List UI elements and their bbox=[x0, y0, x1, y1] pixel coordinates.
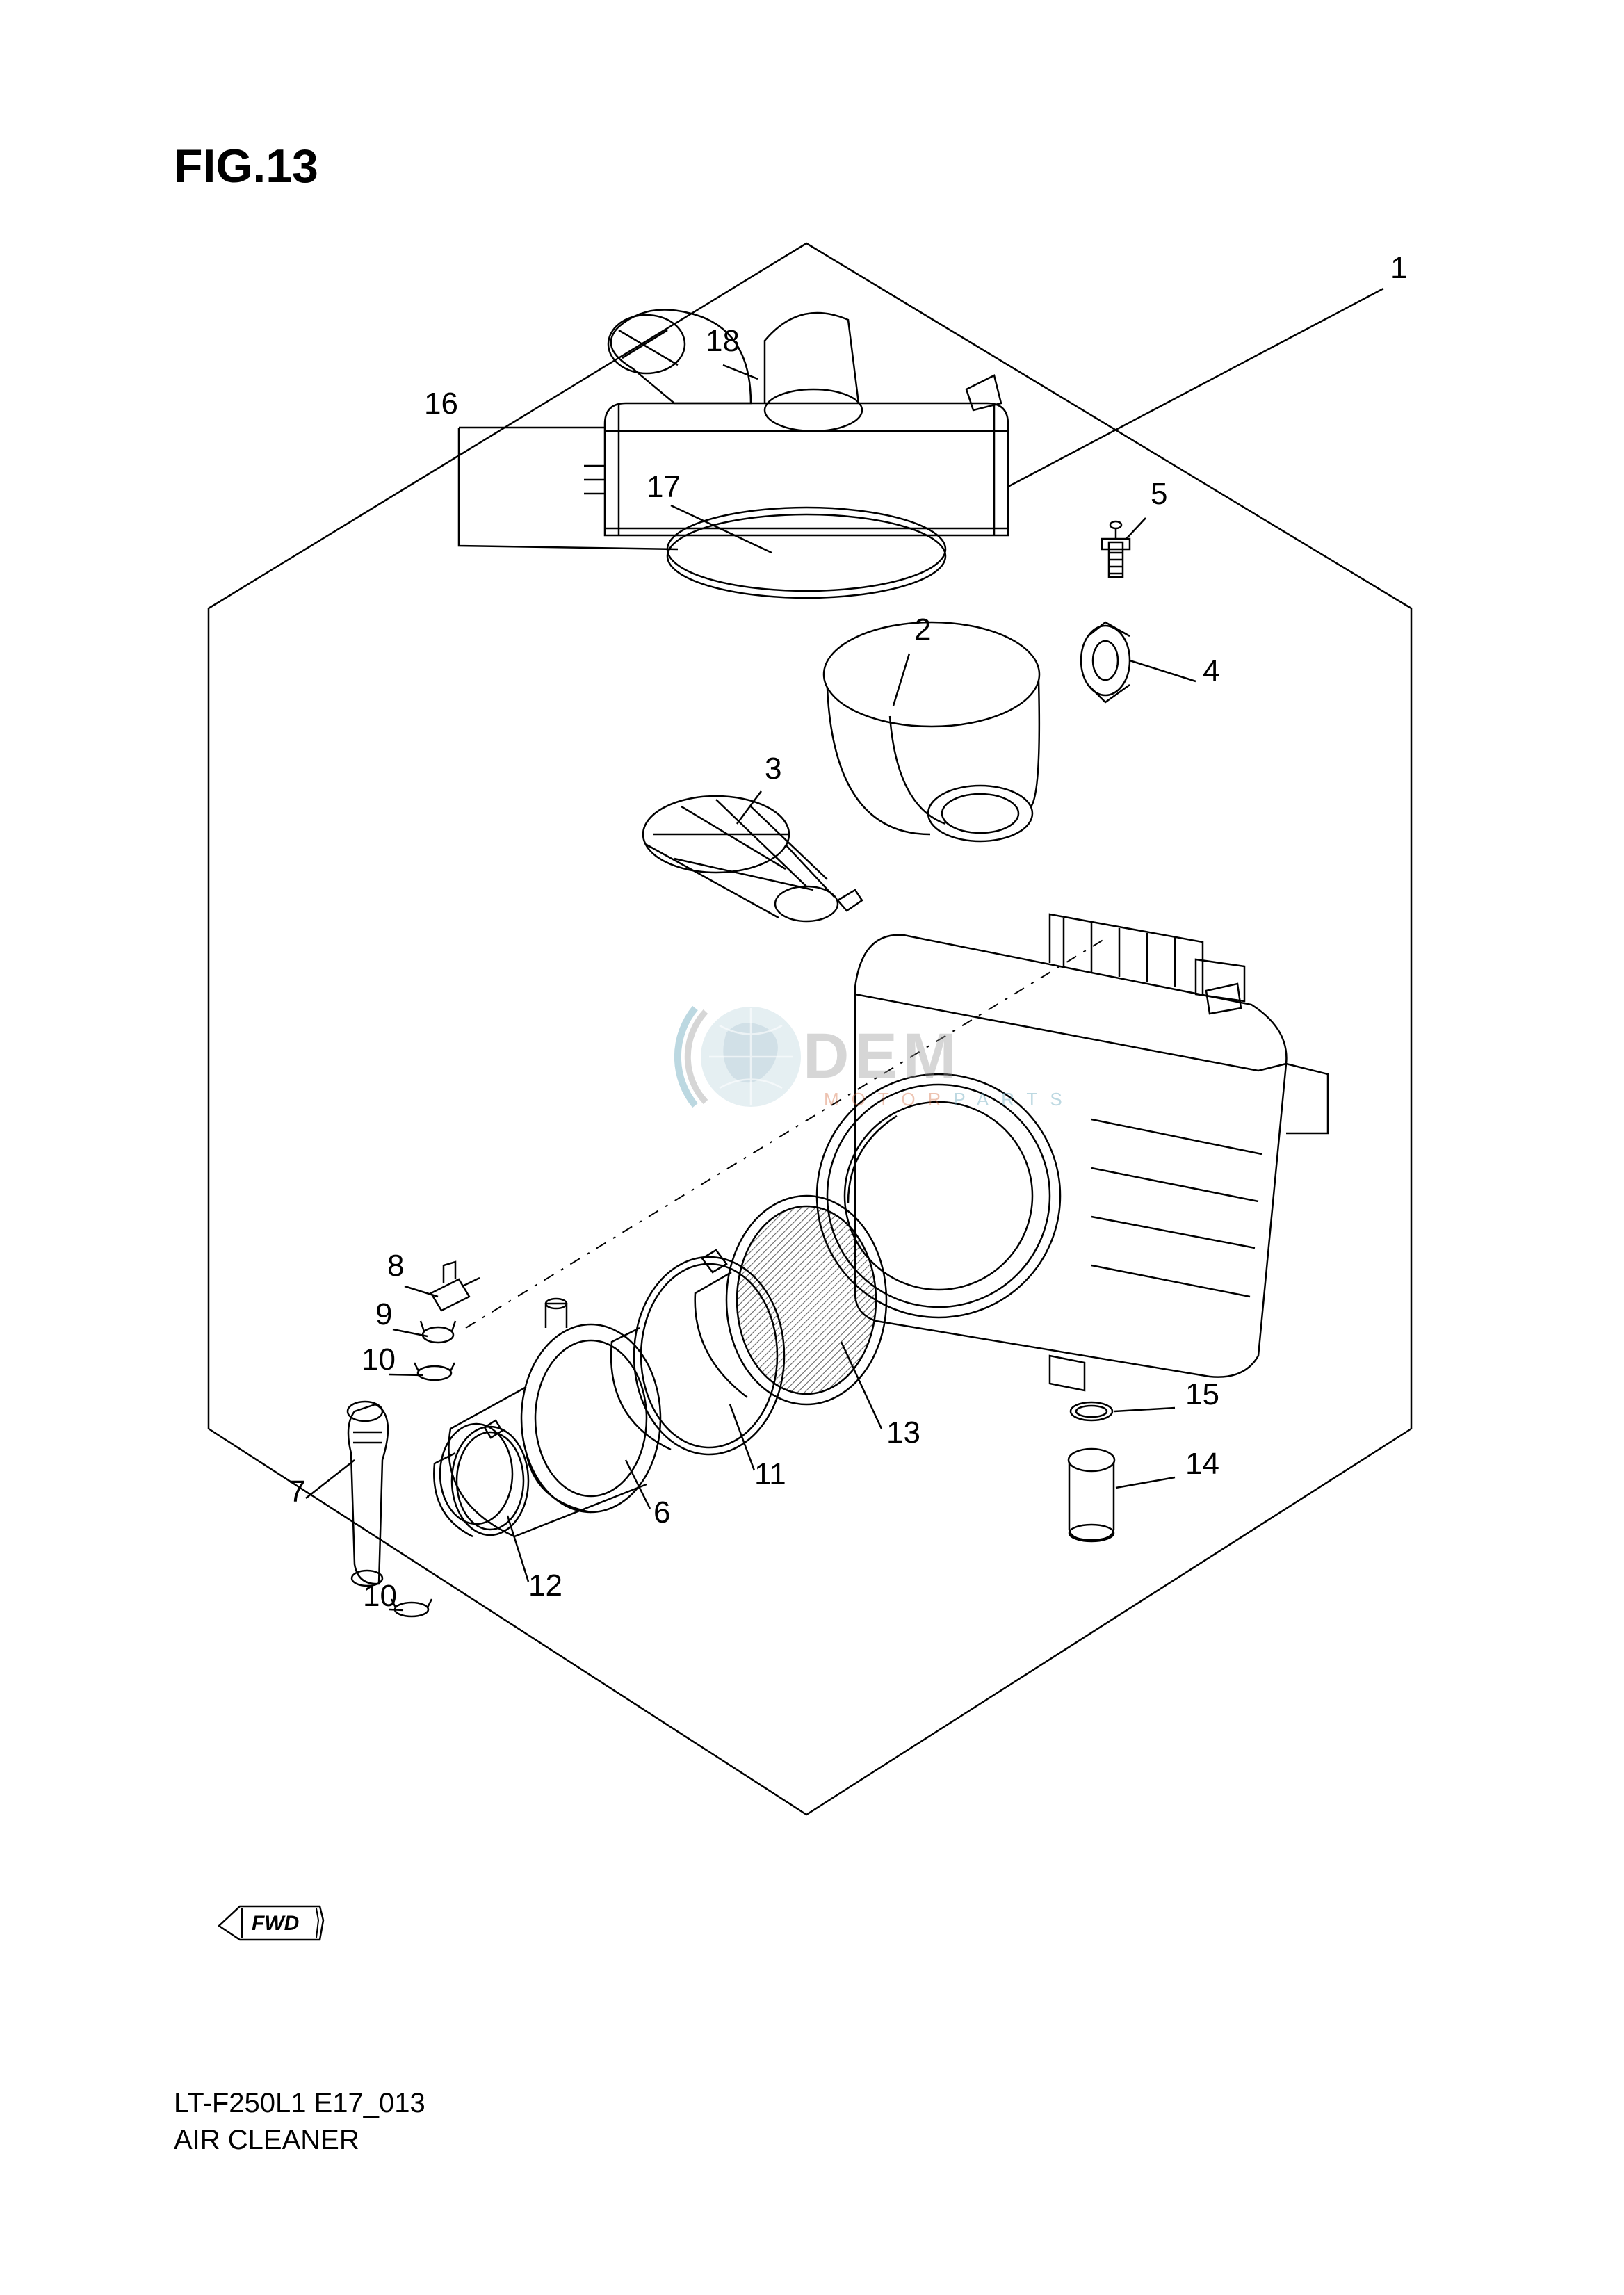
frame-cage bbox=[643, 796, 862, 921]
callout-18: 18 bbox=[706, 324, 740, 358]
model-code: LT-F250L1 E17_013 bbox=[174, 2088, 425, 2119]
flame-arrester bbox=[695, 1196, 886, 1404]
callout-9: 9 bbox=[375, 1297, 392, 1331]
fwd-badge: FWD bbox=[216, 1898, 327, 1950]
clip-10b bbox=[391, 1599, 432, 1616]
clamp-12 bbox=[434, 1420, 528, 1536]
callout-15: 15 bbox=[1185, 1377, 1219, 1411]
callout-4: 4 bbox=[1203, 654, 1219, 688]
callout-2: 2 bbox=[914, 613, 931, 647]
callout-3: 3 bbox=[765, 752, 781, 786]
callout-14: 14 bbox=[1185, 1447, 1219, 1481]
element-holder bbox=[1081, 622, 1130, 702]
callout-16: 16 bbox=[424, 387, 458, 421]
breather-hose bbox=[348, 1402, 388, 1586]
callout-10: 10 bbox=[363, 1579, 397, 1613]
callout-7: 7 bbox=[289, 1475, 305, 1509]
clip-10a bbox=[414, 1363, 455, 1380]
footer-labels: LT-F250L1 E17_013 AIR CLEANER bbox=[174, 2088, 425, 2156]
callout-10: 10 bbox=[362, 1343, 396, 1377]
callout-17: 17 bbox=[647, 470, 681, 504]
callout-group: 12345678910101112131415161718 bbox=[289, 251, 1407, 1613]
fwd-label: FWD bbox=[252, 1912, 299, 1935]
spring-clip bbox=[421, 1321, 455, 1343]
callout-6: 6 bbox=[653, 1495, 670, 1530]
leader-lines bbox=[306, 289, 1383, 1610]
callout-11: 11 bbox=[754, 1457, 786, 1491]
screw-5 bbox=[1102, 521, 1130, 577]
cleaner-case bbox=[817, 914, 1328, 1390]
callout-13: 13 bbox=[886, 1416, 920, 1450]
drain-cap bbox=[1069, 1449, 1114, 1541]
t-connector bbox=[431, 1262, 480, 1311]
callout-1: 1 bbox=[1390, 251, 1407, 285]
part-name: AIR CLEANER bbox=[174, 2125, 425, 2156]
callout-5: 5 bbox=[1151, 477, 1167, 511]
filter-element bbox=[824, 622, 1039, 841]
o-ring-15 bbox=[1071, 1402, 1112, 1420]
callout-12: 12 bbox=[528, 1568, 562, 1603]
cap-assembly bbox=[584, 310, 1008, 599]
callout-8: 8 bbox=[387, 1249, 404, 1283]
exploded-diagram: 12345678910101112131415161718 bbox=[160, 229, 1453, 1933]
page-container: FIG.13 bbox=[0, 0, 1624, 2295]
figure-title: FIG.13 bbox=[174, 139, 318, 193]
